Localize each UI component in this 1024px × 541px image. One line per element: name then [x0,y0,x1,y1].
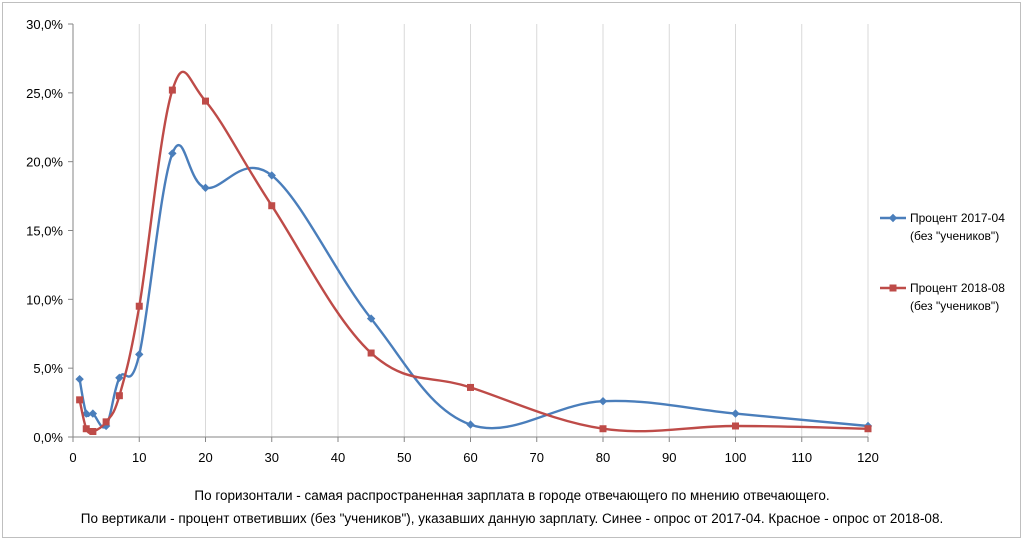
series-1-point [75,374,84,384]
series-1-point [82,409,91,418]
x-tick-label: 40 [331,450,345,465]
x-tick-label: 100 [725,450,747,465]
series-1-point [168,149,177,158]
x-tick-label: 10 [132,450,146,465]
x-tick-label: 30 [265,450,279,465]
caption-horizontal-axis: По горизонтали - самая распространенная … [194,488,830,503]
series-1-point [135,350,144,359]
series-layer [75,70,873,435]
y-tick-label: 5,0% [33,361,63,376]
x-tick-label: 110 [791,450,812,465]
legend-label-note: (без "учеников") [910,229,999,243]
legend-swatch-marker [889,284,897,292]
series-1-point [115,373,124,383]
legend-swatch-marker [888,213,898,223]
y-tick-label: 0,0% [33,430,63,445]
series-2-point [732,422,739,430]
x-tick-label: 120 [857,450,879,465]
series-2-line [78,70,869,434]
series-1-point [466,420,475,429]
series-2-point [168,86,176,94]
legend-entry-1: Процент 2017-04 (без "учеников") [880,211,1005,243]
series-1-point [201,183,210,193]
y-tick-label: 30,0% [26,17,63,32]
axes [68,23,869,442]
x-tick-label: 90 [662,450,676,465]
series-1-point [731,409,740,418]
grid-lines [138,24,869,437]
series-2-point [202,97,209,105]
y-tick-label: 10,0% [26,292,63,307]
legend: Процент 2017-04(без "учеников")Процент 2… [880,211,1005,313]
x-tick-label: 80 [596,450,610,465]
series-2-point [599,425,607,433]
series-2-point [102,418,110,426]
x-tick-label: 60 [463,450,477,465]
legend-label-note: (без "учеников") [910,299,999,313]
x-tick-label: 0 [69,450,76,465]
series-1-point [267,171,276,180]
series-2-point [76,396,84,404]
series-2-point [82,425,90,433]
series-2-point [115,392,123,400]
series-2-point [135,302,143,310]
y-tick-label: 25,0% [26,86,63,101]
legend-label: Процент 2018-08 [910,281,1005,295]
legend-entry-2: Процент 2018-08 (без "учеников") [880,281,1005,313]
x-tick-label: 20 [198,450,212,465]
y-tick-label: 20,0% [26,155,63,170]
y-tick-label: 15,0% [26,224,63,239]
x-tick-label: 50 [397,450,411,465]
series-1-point [366,314,376,323]
series-2-point [268,202,276,210]
series-1-point [598,397,608,406]
x-tick-label: 70 [530,450,544,465]
series-2 [76,70,872,435]
series-2-point [89,427,97,435]
series-2-point [467,383,474,391]
series-2-point [864,425,872,433]
caption-vertical-axis: По вертикали - процент ответивших (без "… [80,511,944,526]
series-1-point [88,409,98,418]
series-2-point [367,349,375,357]
tick-labels: 0,0% 5,0% 10,0% 15,0% 20,0% 25,0% 30,0% 0 10 20 30… [26,17,879,465]
legend-label: Процент 2017-04 [910,211,1005,225]
